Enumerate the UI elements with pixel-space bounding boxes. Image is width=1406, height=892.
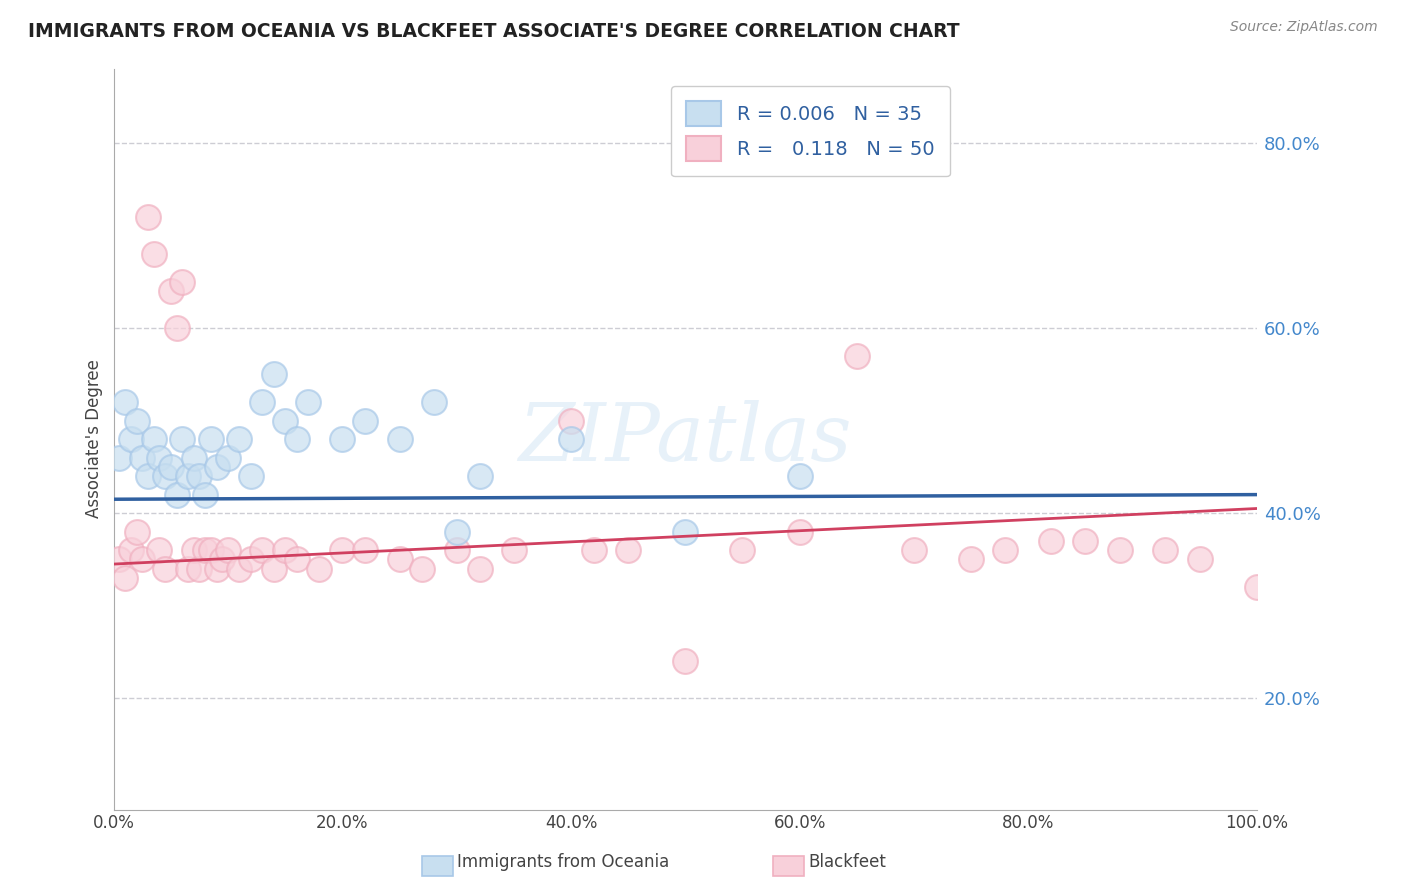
Point [388,552,411,566]
Point [994,543,1017,558]
Point [263,562,285,576]
Point [252,395,274,409]
Point [731,543,754,558]
Point [160,284,183,298]
Point [108,450,131,465]
Point [960,552,983,566]
Point [274,413,297,427]
Point [160,459,183,474]
Point [200,432,222,446]
Point [411,562,433,576]
Point [308,562,330,576]
Point [228,432,250,446]
Point [560,432,582,446]
Y-axis label: Associate's Degree: Associate's Degree [86,359,103,518]
Legend: R = 0.006   N = 35, R =   0.118   N = 50: R = 0.006 N = 35, R = 0.118 N = 50 [671,86,950,177]
Point [582,543,605,558]
Point [789,469,811,483]
Point [446,543,468,558]
Point [217,543,239,558]
Point [153,562,176,576]
Point [108,552,131,566]
Point [211,552,233,566]
Point [120,543,142,558]
Point [502,543,524,558]
Point [125,524,148,539]
Point [239,552,262,566]
Point [903,543,925,558]
Point [274,543,297,558]
Point [789,524,811,539]
Point [388,432,411,446]
Point [188,469,211,483]
Point [172,275,194,289]
Point [148,450,170,465]
Point [1040,533,1063,548]
Point [217,450,239,465]
Point [285,432,308,446]
Point [142,432,165,446]
Point [188,562,211,576]
Point [194,543,217,558]
Point [330,432,353,446]
Point [1074,533,1097,548]
Point [1246,580,1268,594]
Point [200,543,222,558]
Point [120,432,142,446]
Point [1154,543,1177,558]
Point [166,321,188,335]
Point [330,543,353,558]
Point [114,395,136,409]
Point [468,562,491,576]
Point [131,450,153,465]
Point [354,413,377,427]
Point [166,487,188,501]
Point [845,349,868,363]
Point [177,562,200,576]
Point [153,469,176,483]
Point [148,543,170,558]
Point [468,469,491,483]
Point [423,395,446,409]
Point [285,552,308,566]
Text: Immigrants from Oceania: Immigrants from Oceania [457,854,669,871]
Text: Blackfeet: Blackfeet [808,854,886,871]
Point [131,552,153,566]
Point [297,395,319,409]
Point [205,459,228,474]
Text: IMMIGRANTS FROM OCEANIA VS BLACKFEET ASSOCIATE'S DEGREE CORRELATION CHART: IMMIGRANTS FROM OCEANIA VS BLACKFEET ASS… [28,22,960,41]
Point [142,247,165,261]
Point [205,562,228,576]
Text: ZIPatlas: ZIPatlas [519,401,852,478]
Point [136,210,159,224]
Point [617,543,640,558]
Point [1108,543,1130,558]
Point [183,450,205,465]
Text: Source: ZipAtlas.com: Source: ZipAtlas.com [1230,20,1378,34]
Point [252,543,274,558]
Point [446,524,468,539]
Point [183,543,205,558]
Point [263,367,285,381]
Point [673,654,696,668]
Point [172,432,194,446]
Point [560,413,582,427]
Point [125,413,148,427]
Point [354,543,377,558]
Point [136,469,159,483]
Point [194,487,217,501]
Point [1188,552,1211,566]
Point [177,469,200,483]
Point [239,469,262,483]
Point [114,571,136,585]
Point [228,562,250,576]
Point [673,524,696,539]
